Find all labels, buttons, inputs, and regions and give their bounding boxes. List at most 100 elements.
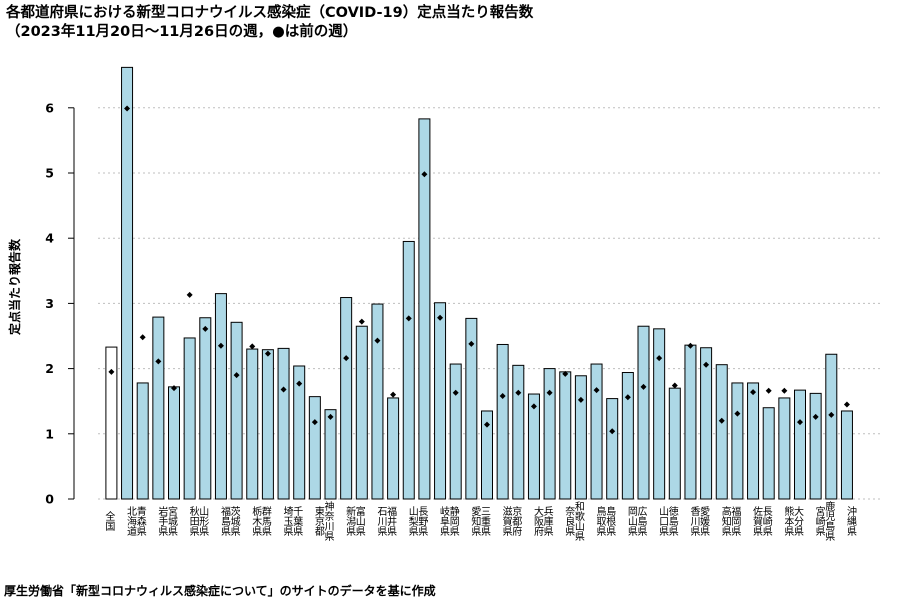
prev-week-dot-東京都 xyxy=(311,419,318,426)
category-label-三重県: 三重県 xyxy=(479,506,491,537)
chart-title: 各都道府県における新型コロナウイルス感染症（COVID-19）定点当たり報告数 … xyxy=(6,4,533,42)
category-label-静岡県: 静岡県 xyxy=(447,505,459,537)
bar-福井県 xyxy=(387,397,400,500)
category-label-埼玉県: 埼玉県 xyxy=(281,505,293,537)
bar-東京都 xyxy=(308,396,321,500)
prev-week-dot-神奈川県 xyxy=(327,413,334,420)
prev-week-dot-埼玉県 xyxy=(280,386,287,393)
title-line-2: （2023年11月20日〜11月26日の週，●は前の週） xyxy=(6,24,358,40)
bar-島根県 xyxy=(606,398,619,500)
prev-week-dot-和歌山県 xyxy=(577,396,584,403)
category-label-岩手県: 岩手県 xyxy=(156,505,168,537)
prev-week-dot-広島県 xyxy=(640,383,647,390)
bar-山口県 xyxy=(653,328,666,500)
bar-高知県 xyxy=(715,364,728,500)
category-label-熊本県: 熊本県 xyxy=(782,505,794,537)
category-label-山梨県: 山梨県 xyxy=(406,506,418,537)
category-label-富山県: 富山県 xyxy=(353,505,365,537)
previous-week-dots xyxy=(108,105,850,435)
category-label-香川県: 香川県 xyxy=(688,506,700,537)
bar-京都府 xyxy=(512,364,525,500)
bar-静岡県 xyxy=(449,363,462,500)
category-label-鹿児島県: 鹿児島県 xyxy=(823,500,835,542)
prev-week-dot-秋田県 xyxy=(186,291,193,298)
bar-岐阜県 xyxy=(434,302,447,500)
bar-愛媛県 xyxy=(700,347,713,500)
bar-兵庫県 xyxy=(543,368,556,500)
bar-熊本県 xyxy=(778,397,791,500)
bar-神奈川県 xyxy=(324,409,337,500)
category-label-和歌山県: 和歌山県 xyxy=(572,501,584,542)
category-label-青森県: 青森県 xyxy=(134,505,146,537)
category-label-島根県: 島根県 xyxy=(604,505,616,537)
category-label-新潟県: 新潟県 xyxy=(344,505,356,537)
prev-week-dot-香川県 xyxy=(687,342,694,349)
prev-week-dot-富山県 xyxy=(358,318,365,325)
y-tick-label-2: 2 xyxy=(45,361,54,376)
source-footnote: 厚生労働省「新型コロナウィルス感染症について」のサイトのデータを基に作成 xyxy=(4,584,436,598)
prev-week-dot-北海道 xyxy=(124,105,131,112)
category-label-佐賀県: 佐賀県 xyxy=(751,506,763,537)
prev-week-dot-石川県 xyxy=(374,337,381,344)
bar-青森県 xyxy=(136,382,149,500)
prev-week-dot-愛媛県 xyxy=(703,361,710,368)
prev-week-dot-栃木県 xyxy=(249,343,256,350)
prev-week-dot-愛知県 xyxy=(468,340,475,347)
prev-week-dot-佐賀県 xyxy=(750,389,757,396)
prev-week-dot-群馬県 xyxy=(264,350,271,357)
bar-長野県 xyxy=(418,118,431,500)
bar-沖縄県 xyxy=(840,410,853,500)
prev-week-dot-島根県 xyxy=(609,428,616,435)
category-label-大阪府: 大阪府 xyxy=(531,505,543,537)
category-label-沖縄県: 沖縄県 xyxy=(844,505,856,537)
bar-山形県 xyxy=(199,317,212,500)
prev-week-dot-鳥取県 xyxy=(593,387,600,394)
y-tick-label-4: 4 xyxy=(45,231,54,246)
y-tick-label-0: 0 xyxy=(45,492,54,507)
category-label-福岡県: 福岡県 xyxy=(729,505,741,537)
bar-岩手県 xyxy=(152,316,165,500)
category-label-群馬県: 群馬県 xyxy=(259,505,271,537)
bar-鳥取県 xyxy=(590,363,603,500)
y-axis: 0 1 2 3 4 5 6 xyxy=(45,100,75,507)
bar-大分県 xyxy=(794,389,806,500)
prev-week-dot-沖縄県 xyxy=(843,401,850,408)
prev-week-dot-熊本県 xyxy=(781,387,788,394)
y-axis-label: 定点当たり報告数 xyxy=(7,238,22,335)
category-label-愛知県: 愛知県 xyxy=(469,505,481,537)
prev-week-dot-大阪府 xyxy=(530,403,537,410)
category-label-石川県: 石川県 xyxy=(375,506,387,537)
category-label-宮崎県: 宮崎県 xyxy=(813,505,825,537)
bar-千葉県 xyxy=(293,365,306,500)
y-tick-label-5: 5 xyxy=(45,166,54,181)
bar-三重県 xyxy=(481,410,493,500)
prev-week-dot-静岡県 xyxy=(452,389,459,396)
y-tick-label-6: 6 xyxy=(45,100,54,115)
bar-全国 xyxy=(105,346,118,500)
prev-week-dot-新潟県 xyxy=(343,355,350,362)
category-label-奈良県: 奈良県 xyxy=(563,505,575,537)
bar-岡山県 xyxy=(621,372,634,500)
bar-福島県 xyxy=(214,293,227,500)
bar-奈良県 xyxy=(559,371,572,500)
bar-広島県 xyxy=(637,325,650,500)
category-label-栃木県: 栃木県 xyxy=(250,505,262,537)
bar-新潟県 xyxy=(340,297,353,500)
category-label-山形県: 山形県 xyxy=(197,506,209,537)
category-label-山口県: 山口県 xyxy=(657,506,669,537)
prev-week-dot-高知県 xyxy=(718,417,725,424)
prev-week-dot-奈良県 xyxy=(562,370,569,377)
category-label-福井県: 福井県 xyxy=(385,505,397,537)
prev-week-dot-宮城県 xyxy=(171,385,177,392)
category-label-大分県: 大分県 xyxy=(792,505,804,537)
prev-week-dot-岩手県 xyxy=(155,358,162,365)
category-label-宮城県: 宮城県 xyxy=(166,505,178,537)
bar-北海道 xyxy=(121,66,134,500)
category-label-岐阜県: 岐阜県 xyxy=(438,505,450,537)
category-label-京都府: 京都府 xyxy=(510,505,522,537)
category-label-秋田県: 秋田県 xyxy=(187,505,199,537)
category-label-全国: 全国 xyxy=(103,510,115,532)
prev-week-dot-三重県 xyxy=(484,421,490,428)
bar-福岡県 xyxy=(731,382,744,500)
